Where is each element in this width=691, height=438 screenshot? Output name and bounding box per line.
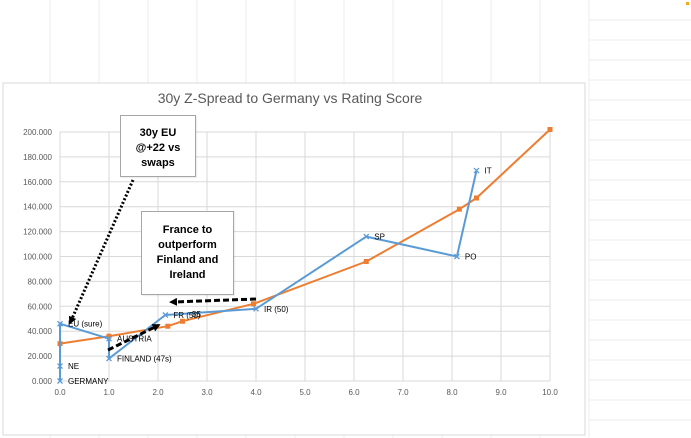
france-outperform-callout: France to outperform Finland and Ireland (141, 211, 234, 295)
y-tick-label: 120.000 (23, 228, 52, 237)
annotation-arrows (68, 179, 257, 352)
x-tick-label: 8.0 (446, 388, 458, 397)
callout-line: Ireland (169, 269, 206, 281)
data-label: NE (68, 362, 79, 371)
y-tick-label: 0.000 (32, 377, 53, 386)
marker-stroke (57, 363, 63, 370)
x-axis: 0.0 1.0 2.0 3.0 4.0 5.0 6.0 7.0 8.0 9.0 10.0 (54, 388, 558, 397)
x-tick-label: 0.0 (54, 388, 66, 397)
eu-swaps-callout: 30y EU @+22 vs swaps (120, 115, 196, 177)
data-label: FR (50) (173, 311, 200, 320)
data-point (106, 355, 112, 362)
marker-stroke (106, 335, 112, 342)
data-point (57, 378, 63, 384)
marker-stroke (57, 378, 63, 384)
x-tick-label: 2.0 (152, 388, 164, 397)
y-tick-label: 180.000 (23, 153, 52, 162)
data-point (473, 167, 480, 174)
ireland-to-france-arrow (169, 297, 257, 306)
data-point (474, 195, 479, 201)
data-point (363, 233, 370, 240)
callout-line: Finland and (156, 254, 219, 266)
data-point (180, 318, 185, 324)
y-tick-label: 140.000 (23, 203, 52, 212)
y-tick-label: 20.000 (28, 352, 53, 361)
data-label: SP (374, 233, 385, 242)
marker-stroke (57, 320, 63, 327)
eu-arrow (68, 179, 135, 325)
x-tick-label: 9.0 (495, 388, 507, 397)
x-tick-label: 1.0 (103, 388, 115, 397)
callout-line: outperform (158, 239, 217, 251)
data-point (251, 301, 257, 307)
data-label: GERMANY (68, 377, 109, 386)
data-point (363, 258, 369, 264)
data-label: EU (sure) (68, 320, 103, 329)
y-tick-label: 100.000 (23, 253, 52, 262)
data-point (106, 333, 112, 339)
callout-line: France to (162, 224, 213, 236)
data-point (253, 305, 259, 312)
data-point (57, 363, 63, 370)
data-label: AUSTRIA (117, 335, 152, 344)
marker-stroke (363, 233, 370, 240)
x-tick-label: 4.0 (250, 388, 262, 397)
data-point (162, 312, 169, 318)
annotation-55: 55 (192, 310, 201, 319)
selection-handle (686, 2, 689, 5)
marker-stroke (162, 312, 169, 318)
callout-line: @+22 vs (135, 142, 181, 154)
data-point (456, 206, 462, 212)
callout-line: 30y EU (139, 127, 177, 139)
y-axis: 0.000 20.000 40.000 60.000 80.000 100.000 120.… (23, 128, 52, 386)
x-tick-label: 6.0 (348, 388, 360, 397)
data-label: FINLAND (47s) (117, 355, 172, 364)
data-label: IT (485, 167, 492, 176)
data-label: IR (50) (264, 305, 289, 314)
point-labels: GERMANY NE EU (sure) AUSTRIA FINLAND (47s) FR… (68, 167, 492, 386)
x-tick-label: 7.0 (397, 388, 409, 397)
data-label: PO (465, 253, 477, 262)
marker-stroke (473, 167, 480, 174)
marker-stroke (106, 355, 112, 362)
marker-stroke (453, 253, 460, 260)
data-point (165, 323, 171, 329)
data-point (453, 253, 460, 260)
y-tick-label: 160.000 (23, 178, 52, 187)
y-tick-label: 80.000 (28, 277, 53, 286)
y-tick-label: 40.000 (28, 327, 53, 336)
data-point (57, 320, 63, 327)
finland-arrow (107, 324, 161, 352)
data-point (106, 335, 112, 342)
x-tick-label: 3.0 (201, 388, 213, 397)
x-tick-label: 5.0 (299, 388, 311, 397)
y-tick-label: 200.000 (23, 128, 52, 137)
marker-stroke (253, 305, 259, 312)
chart-area (2, 82, 586, 436)
chart-title: 30y Z-Spread to Germany vs Rating Score (158, 90, 423, 106)
y-tick-label: 60.000 (28, 302, 53, 311)
callout-line: swaps (141, 157, 175, 169)
data-point (547, 127, 553, 133)
x-tick-label: 10.0 (542, 388, 558, 397)
